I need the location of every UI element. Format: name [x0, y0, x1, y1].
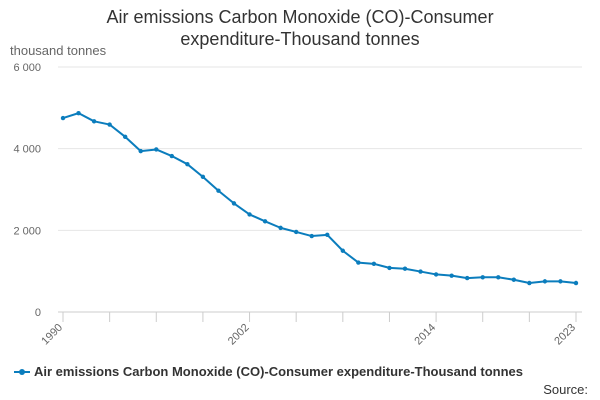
- chart-title: Air emissions Carbon Monoxide (CO)-Consu…: [0, 6, 600, 50]
- y-tick-label: 4 000: [13, 144, 41, 156]
- grid-layer: [58, 66, 582, 231]
- data-point[interactable]: [496, 275, 501, 280]
- data-point[interactable]: [278, 225, 283, 231]
- data-point[interactable]: [262, 219, 268, 224]
- data-point[interactable]: [371, 261, 377, 267]
- data-point[interactable]: [542, 279, 548, 284]
- data-point[interactable]: [122, 134, 128, 140]
- x-tick-label: 2002: [226, 322, 252, 348]
- data-point[interactable]: [169, 153, 175, 159]
- data-point[interactable]: [185, 161, 190, 167]
- data-point[interactable]: [356, 260, 361, 265]
- x-tick-label: 2014: [412, 322, 438, 348]
- series-line[interactable]: [62, 112, 577, 285]
- series-layer: [60, 110, 579, 286]
- y-tick-label: 6 000: [13, 62, 41, 74]
- legend-series-label: Air emissions Carbon Monoxide (CO)-Consu…: [34, 364, 523, 379]
- data-point[interactable]: [340, 248, 346, 253]
- data-point[interactable]: [231, 201, 237, 206]
- legend-series-marker: [14, 367, 30, 377]
- y-tick-label: 0: [35, 307, 41, 319]
- data-point[interactable]: [107, 122, 112, 127]
- data-point[interactable]: [433, 272, 439, 277]
- x-tick-label: 2023: [552, 322, 578, 348]
- data-point[interactable]: [293, 229, 299, 235]
- x-tick-label: 1990: [39, 322, 65, 348]
- data-point[interactable]: [91, 119, 97, 124]
- data-point[interactable]: [402, 266, 408, 271]
- data-point[interactable]: [558, 279, 563, 284]
- data-point[interactable]: [573, 280, 579, 286]
- data-point[interactable]: [247, 212, 252, 217]
- data-point[interactable]: [418, 269, 423, 274]
- source-label: Source:: [543, 382, 588, 397]
- data-point[interactable]: [449, 273, 454, 278]
- data-point[interactable]: [154, 147, 159, 152]
- data-point[interactable]: [387, 265, 392, 271]
- data-point[interactable]: [200, 174, 206, 180]
- data-point[interactable]: [60, 115, 66, 121]
- data-point[interactable]: [464, 275, 470, 281]
- legend[interactable]: Air emissions Carbon Monoxide (CO)-Consu…: [14, 364, 523, 379]
- data-point[interactable]: [480, 275, 485, 280]
- data-point[interactable]: [138, 148, 143, 154]
- data-point[interactable]: [309, 233, 314, 239]
- data-point[interactable]: [325, 232, 330, 238]
- chart-title-line-1: Air emissions Carbon Monoxide (CO)-Consu…: [106, 7, 494, 27]
- chart-title-line-2: expenditure-Thousand tonnes: [180, 29, 420, 49]
- data-point[interactable]: [76, 110, 81, 116]
- data-point[interactable]: [527, 280, 532, 286]
- y-tick-label: 2 000: [13, 225, 41, 237]
- y-axis-unit-label: thousand tonnes: [10, 43, 107, 58]
- axis-layer: 0 2 000 4 000 6 000 1990 2002 2014 2023: [13, 62, 582, 347]
- data-point[interactable]: [216, 188, 221, 193]
- data-point[interactable]: [511, 277, 517, 282]
